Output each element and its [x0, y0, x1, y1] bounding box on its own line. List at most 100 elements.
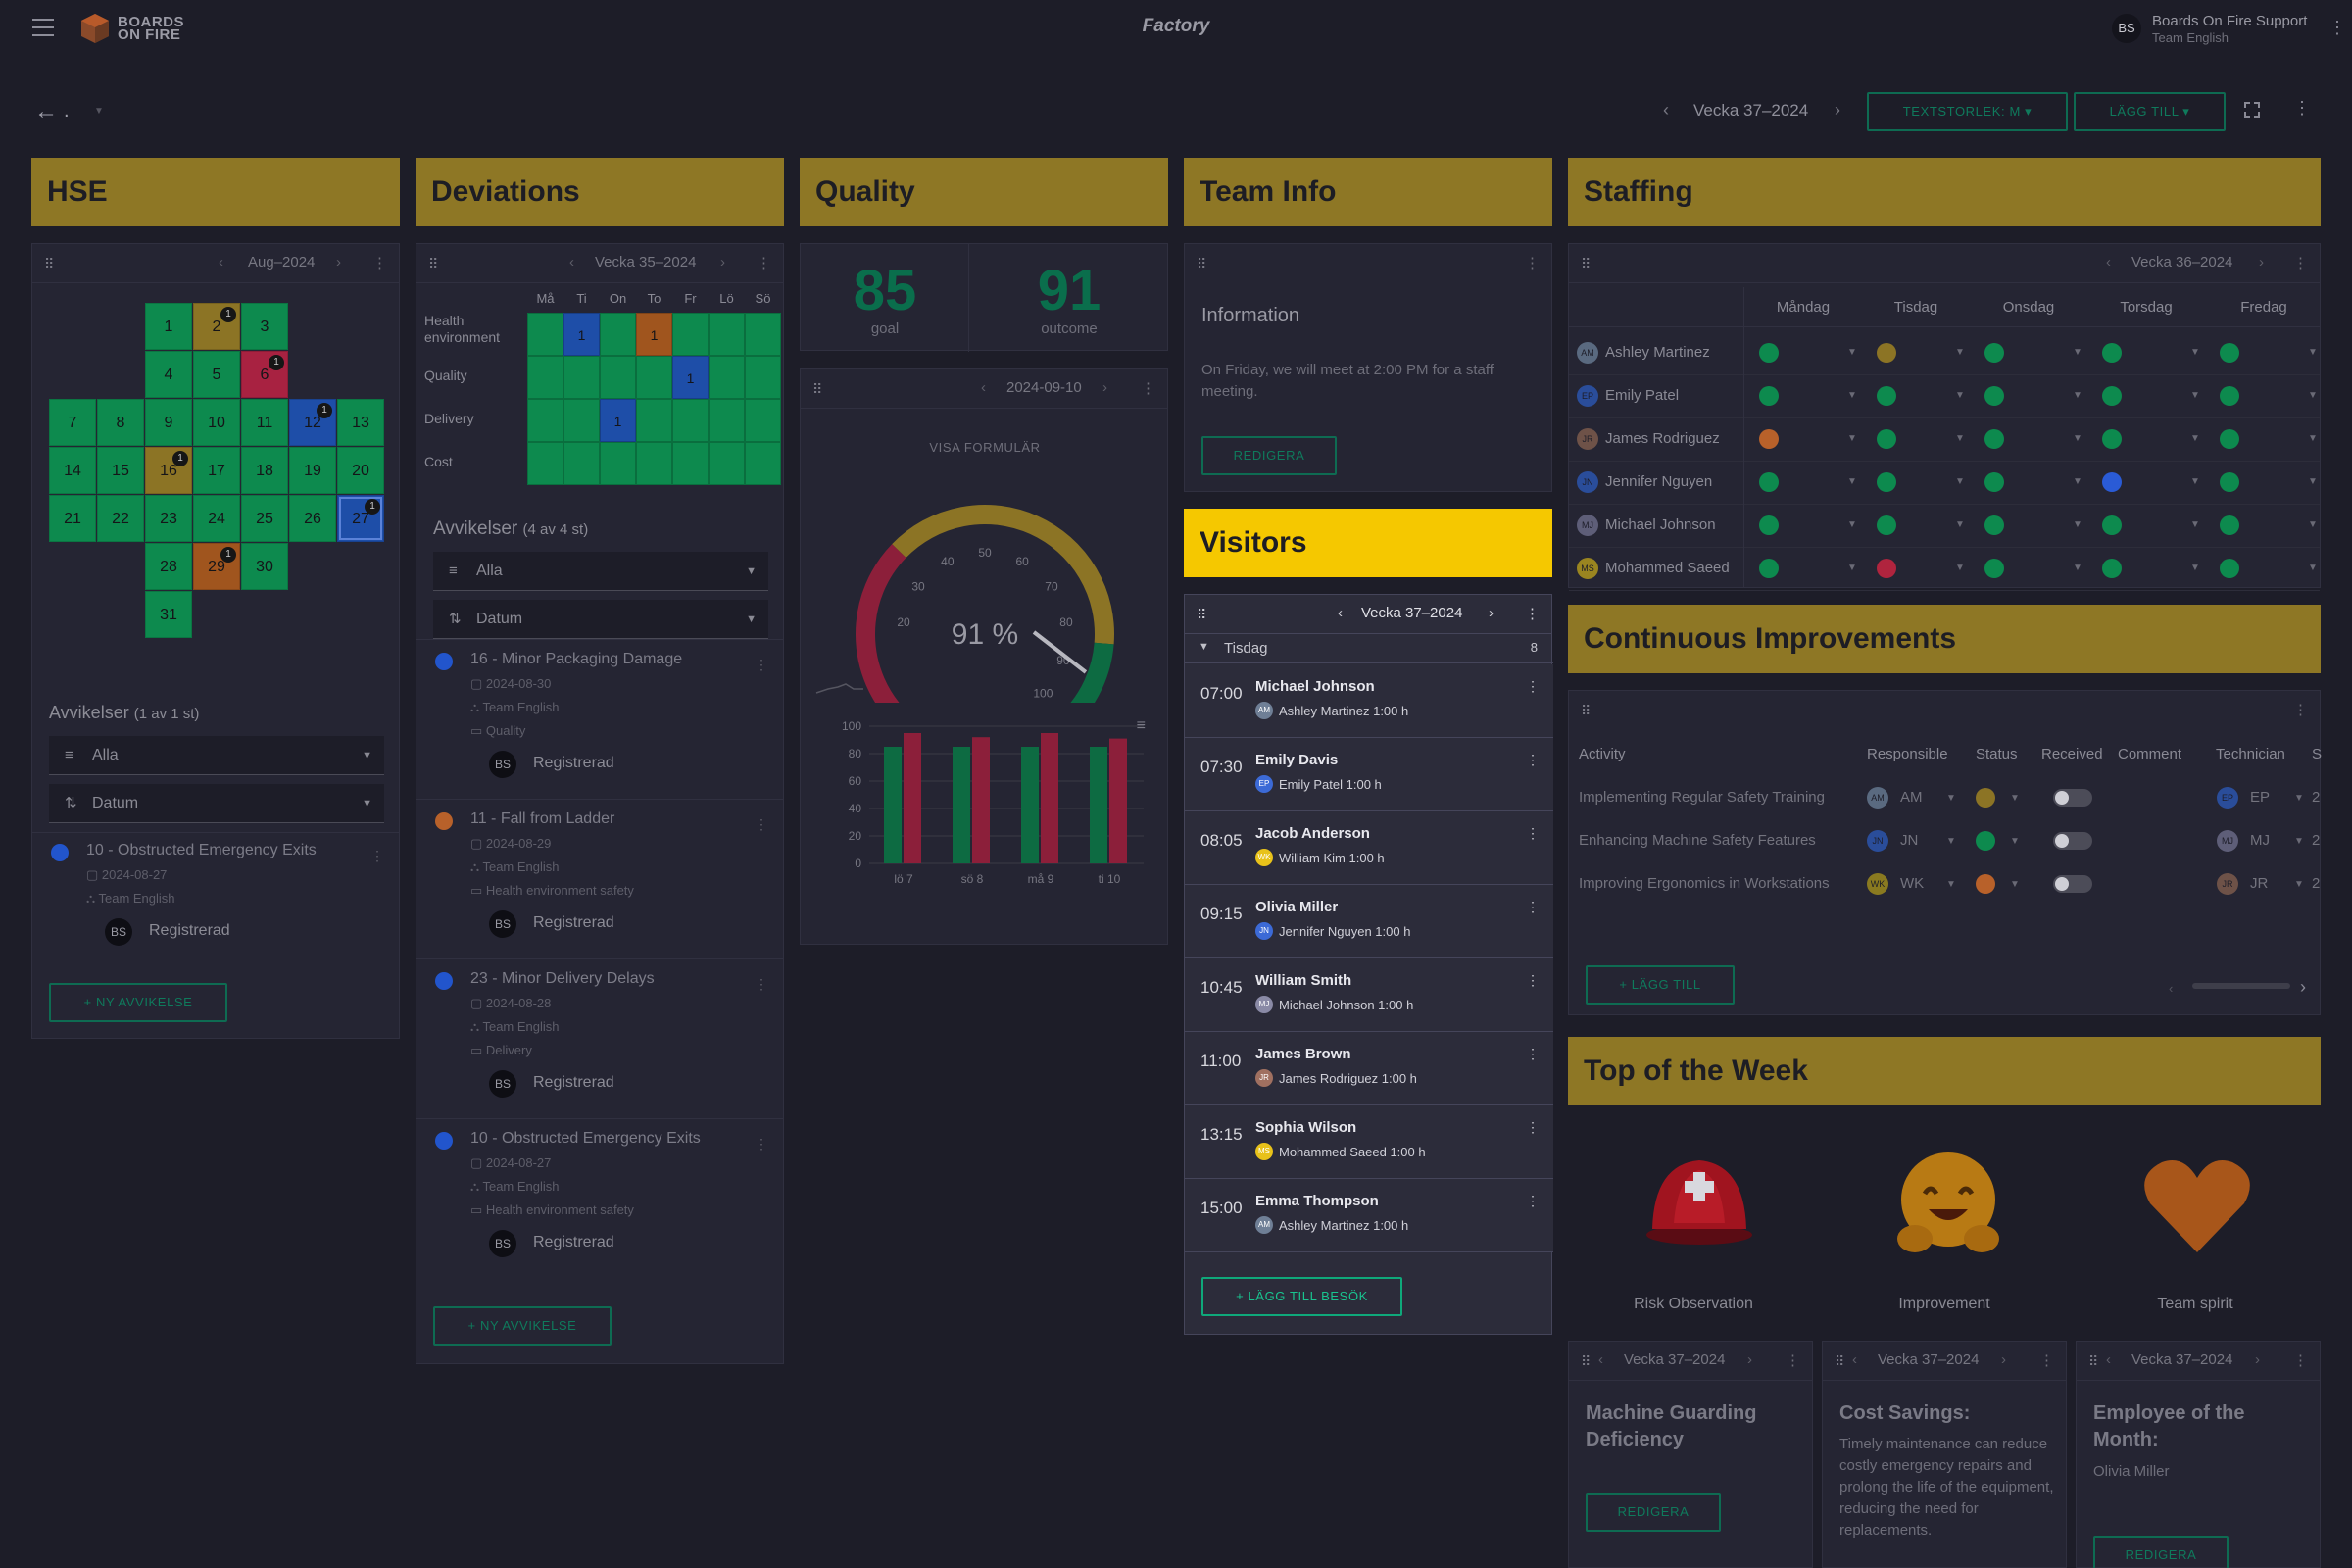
more-vertical-icon[interactable]: ⋮: [1526, 1193, 1540, 1208]
calendar-day[interactable]: 3: [241, 303, 288, 350]
more-vertical-icon[interactable]: ⋮: [2293, 702, 2308, 718]
drag-handle-icon[interactable]: ⠿: [2088, 1353, 2098, 1369]
status-circle[interactable]: [1759, 343, 1779, 363]
new-deviation-button[interactable]: + NY AVVIKELSE: [49, 983, 227, 1022]
more-vertical-icon[interactable]: ⋮: [1786, 1352, 1800, 1369]
week-prev-icon[interactable]: ‹: [1598, 1351, 1603, 1368]
more-vertical-icon[interactable]: ⋮: [2328, 18, 2346, 37]
chevron-down-icon[interactable]: ▼: [1955, 519, 1965, 530]
chevron-down-icon[interactable]: ▼: [1955, 563, 1965, 573]
new-deviation-button[interactable]: + NY AVVIKELSE: [433, 1306, 612, 1346]
bar[interactable]: [904, 733, 921, 863]
calendar-day[interactable]: 18: [241, 447, 288, 494]
matrix-cell[interactable]: [527, 399, 564, 442]
matrix-cell[interactable]: 1: [564, 313, 600, 356]
ci-add-button[interactable]: + LÄGG TILL: [1586, 965, 1735, 1004]
chevron-down-icon[interactable]: ▼: [1847, 476, 1857, 487]
visitor-row[interactable]: 07:00 Michael Johnson AM Ashley Martinez 1:…: [1185, 664, 1553, 738]
status-circle[interactable]: [2220, 559, 2239, 578]
bar[interactable]: [972, 737, 990, 863]
chevron-down-icon[interactable]: ▼: [2073, 519, 2082, 530]
status-circle[interactable]: [1759, 559, 1779, 578]
matrix-cell[interactable]: [745, 442, 781, 485]
received-toggle[interactable]: [2053, 875, 2092, 893]
status-circle[interactable]: [1984, 429, 2004, 449]
more-vertical-icon[interactable]: ⋮: [755, 976, 768, 992]
more-vertical-icon[interactable]: ⋮: [1526, 678, 1540, 694]
day-group-header[interactable]: ▼ Tisdag 8: [1185, 634, 1553, 663]
visitor-row[interactable]: 15:00 Emma Thompson AM Ashley Martinez 1:00…: [1185, 1179, 1553, 1252]
matrix-cell[interactable]: [636, 399, 672, 442]
view-form-link[interactable]: VISA FORMULÄR: [929, 440, 1041, 455]
more-vertical-icon[interactable]: ⋮: [2039, 1352, 2054, 1369]
add-button[interactable]: LÄGG TILL ▾: [2074, 92, 2226, 131]
bar[interactable]: [1041, 733, 1058, 863]
bar[interactable]: [953, 747, 970, 863]
more-vertical-icon[interactable]: ⋮: [1526, 972, 1540, 988]
risk-observation-item[interactable]: Risk Observation: [1568, 1121, 1819, 1317]
matrix-cell[interactable]: [564, 442, 600, 485]
chevron-down-icon[interactable]: ▼: [2294, 793, 2304, 804]
deviation-item[interactable]: 10 - Obstructed Emergency Exits ▢ 2024-08…: [435, 1130, 768, 1277]
week-next-icon[interactable]: ›: [1489, 605, 1494, 621]
chevron-down-icon[interactable]: ▼: [1946, 836, 1956, 847]
horizontal-scrollbar[interactable]: [2192, 983, 2290, 989]
status-circle[interactable]: [1877, 429, 1896, 449]
chevron-down-icon[interactable]: ▼: [2190, 476, 2200, 487]
chevron-down-icon[interactable]: ▼: [1847, 347, 1857, 358]
matrix-cell[interactable]: [527, 356, 564, 399]
status-circle[interactable]: [1877, 386, 1896, 406]
status-circle[interactable]: [1984, 559, 2004, 578]
drag-handle-icon[interactable]: ⠿: [428, 256, 438, 271]
matrix-cell[interactable]: [672, 442, 709, 485]
calendar-day[interactable]: 19: [289, 447, 336, 494]
more-vertical-icon[interactable]: ⋮: [757, 255, 771, 271]
status-circle[interactable]: [1877, 343, 1896, 363]
status-circle[interactable]: [2102, 472, 2122, 492]
team-spirit-item[interactable]: Team spirit: [2070, 1121, 2321, 1317]
text-size-button[interactable]: TEXTSTORLEK: M ▾: [1867, 92, 2068, 131]
chevron-down-icon[interactable]: ▼: [2294, 836, 2304, 847]
chevron-down-icon[interactable]: ▼: [2190, 390, 2200, 401]
matrix-cell[interactable]: [709, 399, 745, 442]
deviations-sort-select[interactable]: ⇅ Datum ▼: [433, 600, 768, 639]
improvement-item[interactable]: Improvement: [1819, 1121, 2070, 1317]
matrix-cell[interactable]: [600, 356, 636, 399]
board-selector[interactable]: .: [64, 100, 70, 122]
drag-handle-icon[interactable]: ⠿: [1581, 703, 1591, 718]
week-next-icon[interactable]: ›: [1835, 100, 1840, 120]
deviation-item[interactable]: 23 - Minor Delivery Delays ▢ 2024-08-28 ⛬ …: [435, 970, 768, 1117]
matrix-cell[interactable]: [709, 442, 745, 485]
chevron-down-icon[interactable]: ▼: [2308, 476, 2318, 487]
drag-handle-icon[interactable]: ⠿: [1197, 607, 1206, 622]
calendar-day[interactable]: 31: [145, 591, 192, 638]
bar[interactable]: [1109, 738, 1127, 863]
calendar-day[interactable]: 30: [241, 543, 288, 590]
more-vertical-icon[interactable]: ⋮: [1526, 1046, 1540, 1061]
calendar-day[interactable]: 1: [145, 303, 192, 350]
chevron-down-icon[interactable]: ▼: [94, 106, 104, 117]
calendar-day[interactable]: 28: [145, 543, 192, 590]
hse-sort-select[interactable]: ⇅ Datum ▼: [49, 784, 384, 823]
chevron-down-icon[interactable]: ▼: [2190, 347, 2200, 358]
status-circle[interactable]: [1984, 515, 2004, 535]
calendar-day[interactable]: 15: [97, 447, 144, 494]
drag-handle-icon[interactable]: ⠿: [1197, 256, 1206, 271]
edit-button[interactable]: REDIGERA: [1586, 1493, 1721, 1532]
calendar-day[interactable]: 27 1: [337, 495, 384, 542]
chevron-down-icon[interactable]: ▼: [2308, 563, 2318, 573]
drag-handle-icon[interactable]: ⠿: [1581, 1353, 1591, 1369]
scroll-right-icon[interactable]: ›: [2300, 977, 2306, 997]
chevron-down-icon[interactable]: ▼: [2010, 879, 2020, 890]
chevron-down-icon[interactable]: ▼: [2073, 347, 2082, 358]
chevron-down-icon[interactable]: ▼: [2308, 519, 2318, 530]
status-circle[interactable]: [2102, 343, 2122, 363]
more-vertical-icon[interactable]: ⋮: [2293, 255, 2308, 271]
edit-button[interactable]: REDIGERA: [2093, 1536, 2229, 1568]
calendar-day[interactable]: 11: [241, 399, 288, 446]
chevron-down-icon[interactable]: ▼: [2308, 433, 2318, 444]
matrix-cell[interactable]: [564, 356, 600, 399]
matrix-cell[interactable]: [636, 356, 672, 399]
hse-filter-select[interactable]: ≡ Alla ▼: [49, 736, 384, 775]
